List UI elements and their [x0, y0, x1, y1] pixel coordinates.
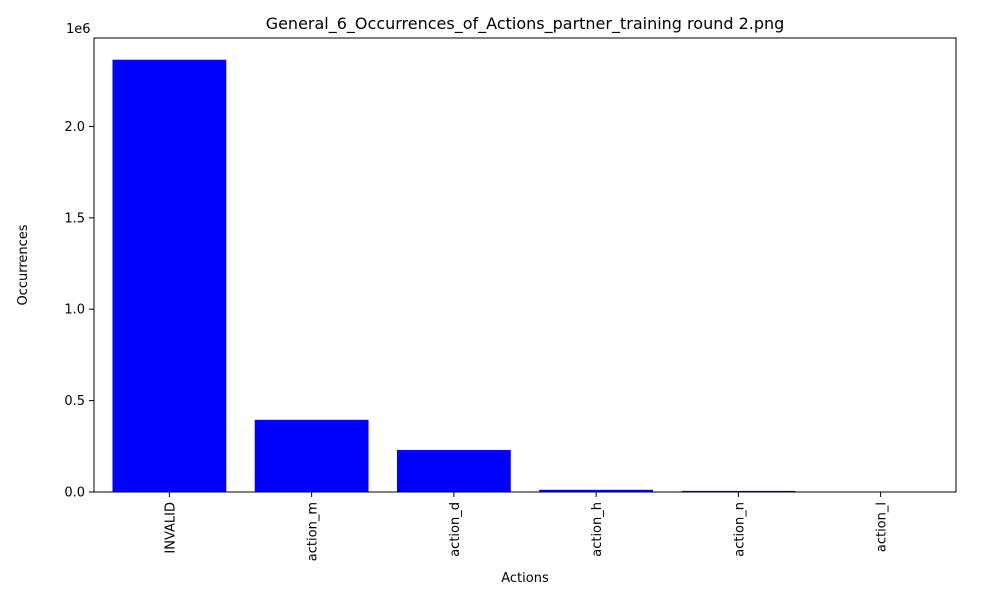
y-tick-label: 1.0 [64, 303, 85, 318]
y-tick-label: 2.0 [64, 120, 85, 135]
y-tick-label: 0.5 [64, 394, 85, 409]
bar-action-h [539, 489, 654, 492]
bar-action-d [396, 449, 511, 492]
bars-group [112, 59, 938, 492]
bar-invalid [112, 59, 227, 492]
y-tick-label: 1.5 [64, 211, 85, 226]
chart-title: General_6_Occurrences_of_Actions_partner… [266, 14, 785, 34]
y-axis-multiplier: 1e6 [66, 22, 91, 37]
x-tick-label: INVALID [163, 502, 178, 554]
y-axis-title: Occurrences [16, 224, 31, 305]
x-tick-label: action_l [875, 502, 890, 552]
bar-action-n [681, 490, 796, 492]
x-tick-label: action_n [732, 502, 747, 557]
x-tick-label: action_h [590, 502, 605, 557]
x-ticks-group: INVALID action_m action_d action_h action_n a… [163, 492, 890, 561]
plot-frame [93, 37, 957, 493]
x-axis-title: Actions [501, 571, 549, 586]
bar-action-m [254, 419, 369, 492]
x-tick-label: action_d [448, 502, 463, 557]
y-ticks-group: 0.0 0.5 1.0 1.5 2.0 [64, 120, 94, 501]
y-tick-label: 0.0 [64, 486, 85, 501]
x-tick-label: action_m [306, 502, 321, 561]
